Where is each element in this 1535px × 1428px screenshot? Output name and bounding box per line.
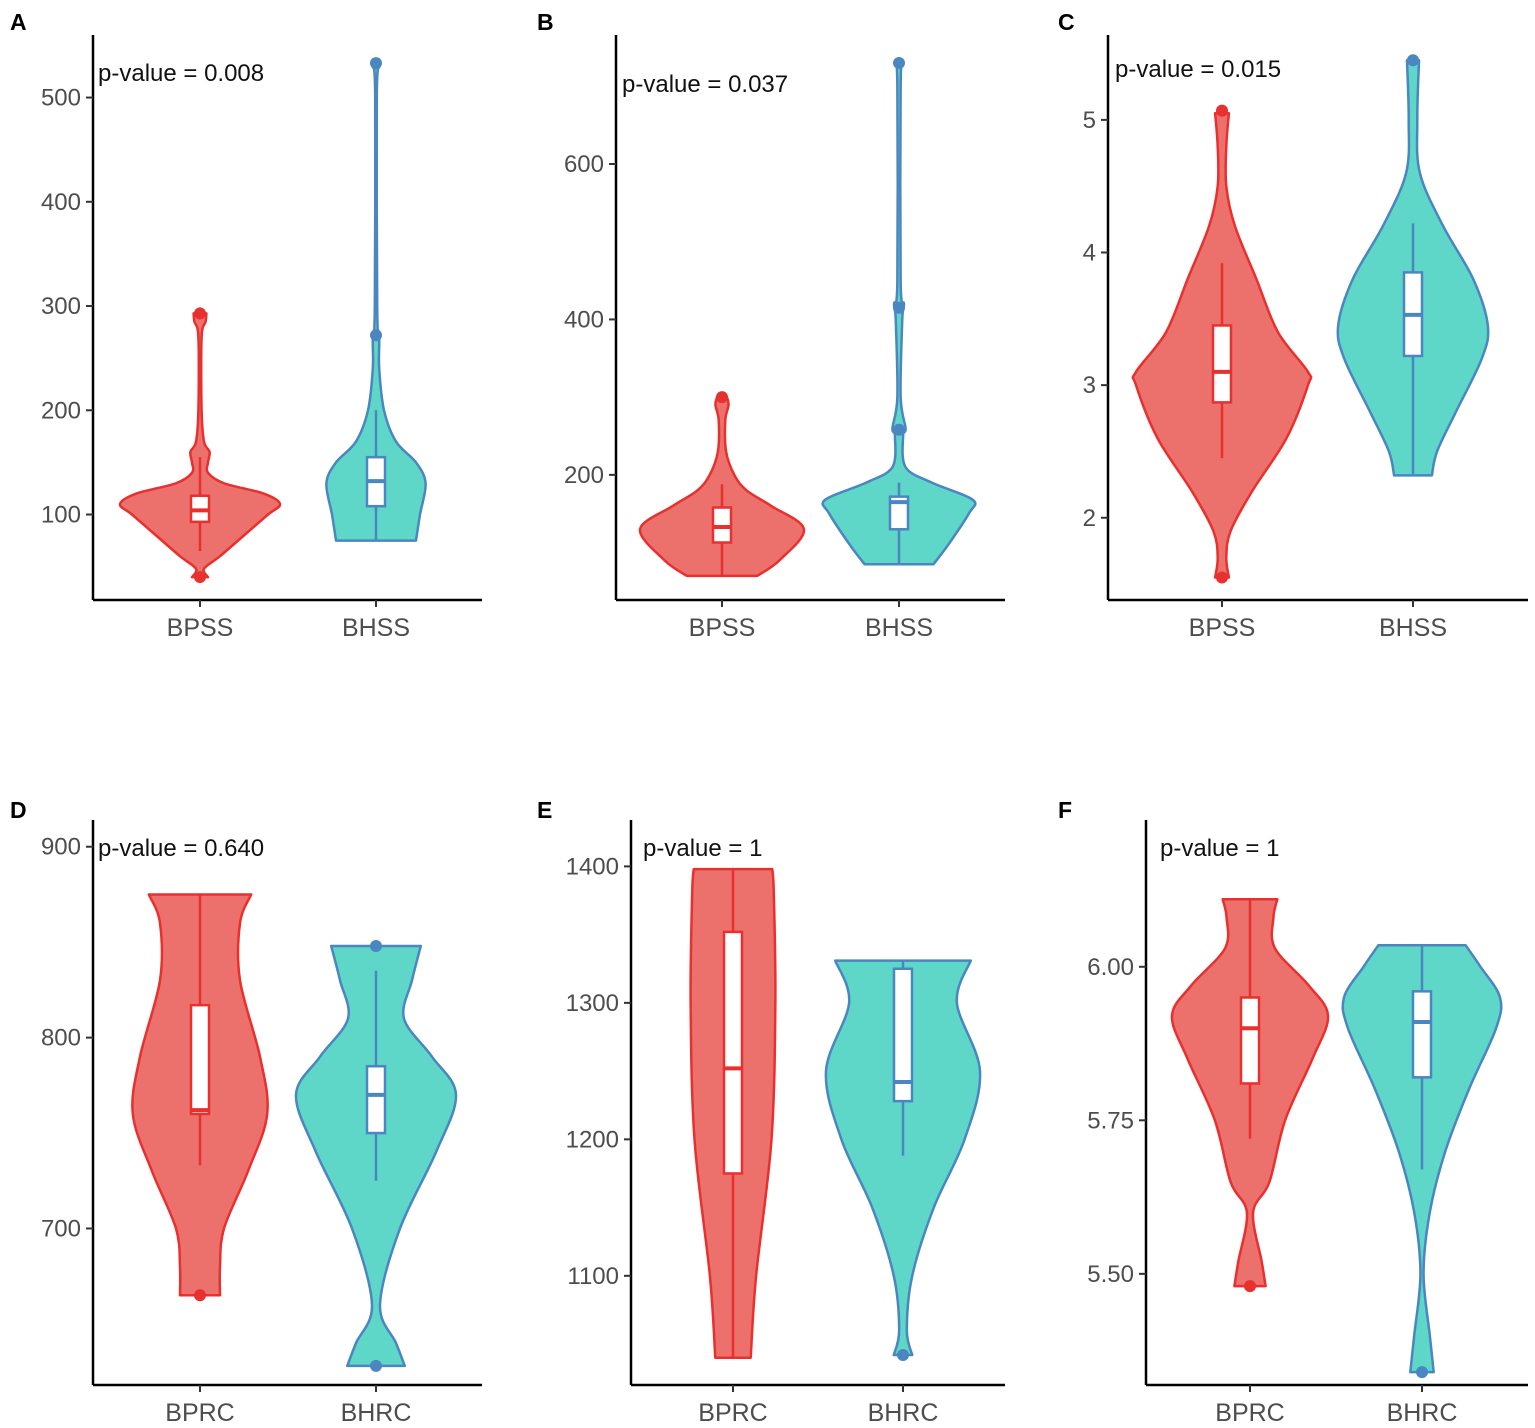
outlier-point <box>893 301 905 314</box>
outlier-point <box>370 1359 382 1372</box>
outlier-point <box>370 57 382 70</box>
panel-e: E 1100 1200 1300 1400 BPRC BHRC p-value = 1 <box>537 797 1005 1427</box>
outlier-point <box>897 1348 909 1361</box>
panel-label: D <box>10 797 27 823</box>
y-tick-label: 800 <box>41 1025 81 1052</box>
box-iqr <box>892 967 914 1103</box>
y-tick-label: 5.50 <box>1087 1261 1134 1288</box>
outlier-point <box>1244 1280 1256 1293</box>
box-iqr <box>365 1064 387 1135</box>
outlier-point <box>194 571 206 584</box>
p-value-annotation: p-value = 1 <box>1160 835 1279 862</box>
x-tick-label: BHRC <box>868 1399 939 1427</box>
p-value-annotation: p-value = 0.008 <box>98 60 264 87</box>
outlier-point <box>1407 54 1419 67</box>
y-tick-label: 5.75 <box>1087 1107 1134 1134</box>
y-tick-label: 500 <box>41 85 81 112</box>
y-tick-label: 3 <box>1083 372 1096 399</box>
x-tick-label: BPRC <box>1215 1399 1284 1427</box>
violin-bpss <box>118 312 282 579</box>
panel-label: E <box>537 797 552 823</box>
y-tick-label: 100 <box>41 502 81 529</box>
x-tick-label: BHSS <box>865 614 933 642</box>
outlier-point <box>194 1289 206 1302</box>
x-tick-label: BHRC <box>1387 1399 1458 1427</box>
panel-b: B 200 400 600 BPSS BHSS p-value = 0.037 <box>537 9 1005 642</box>
p-value-annotation: p-value = 0.640 <box>98 835 264 862</box>
outlier-point <box>893 56 905 69</box>
x-tick-label: BHRC <box>341 1399 412 1427</box>
panel-label: A <box>10 9 27 35</box>
y-tick-label: 600 <box>564 151 604 178</box>
outlier-point <box>893 423 905 436</box>
box-iqr <box>1211 324 1233 404</box>
outlier-point <box>370 939 382 952</box>
x-tick-label: BPRC <box>698 1399 767 1427</box>
y-tick-label: 200 <box>41 397 81 424</box>
panel-c: C 2 3 4 5 BPSS BHSS p-value = 0.015 <box>1058 9 1528 642</box>
box-iqr <box>1239 996 1261 1085</box>
outlier-point <box>716 391 728 404</box>
p-value-annotation: p-value = 1 <box>643 835 762 862</box>
y-tick-label: 400 <box>41 189 81 216</box>
y-tick-label: 1200 <box>566 1126 619 1153</box>
panel-label: F <box>1058 797 1072 823</box>
x-tick-label: BHSS <box>1379 614 1447 642</box>
outlier-point <box>1416 1366 1428 1379</box>
x-tick-label: BPSS <box>1189 614 1256 642</box>
panel-a: A 100 200 300 400 500 BPSS BHSS p-value = 0.008 <box>10 9 482 642</box>
p-value-annotation: p-value = 0.015 <box>1115 56 1281 83</box>
panel-label: B <box>537 9 554 35</box>
y-tick-label: 900 <box>41 834 81 861</box>
outlier-point <box>1216 571 1228 584</box>
box-iqr <box>1411 990 1433 1079</box>
y-tick-label: 6.00 <box>1087 954 1134 981</box>
box-iqr <box>722 930 744 1175</box>
x-tick-label: BPSS <box>167 614 234 642</box>
y-tick-label: 700 <box>41 1215 81 1242</box>
y-tick-label: 2 <box>1083 505 1096 532</box>
panel-f: F 5.50 5.75 6.00 BPRC BHRC p-value = 1 <box>1058 797 1528 1427</box>
x-tick-label: BPRC <box>165 1399 234 1427</box>
y-tick-label: 1300 <box>566 990 619 1017</box>
panel-label: C <box>1058 9 1075 35</box>
y-tick-label: 4 <box>1083 240 1096 267</box>
outlier-point <box>194 307 206 320</box>
y-tick-label: 1100 <box>567 1263 619 1290</box>
p-value-annotation: p-value = 0.037 <box>622 71 788 98</box>
x-tick-label: BPSS <box>689 614 756 642</box>
outlier-point <box>370 329 382 342</box>
y-tick-label: 200 <box>564 462 604 489</box>
box-iqr <box>189 1003 211 1116</box>
panel-d: D 700 800 900 BPRC BHRC p-value = 0.640 <box>10 797 482 1427</box>
y-tick-label: 5 <box>1083 107 1096 134</box>
x-tick-label: BHSS <box>342 614 410 642</box>
y-tick-label: 1400 <box>566 853 619 880</box>
violin-bhrc <box>824 959 982 1357</box>
y-tick-label: 300 <box>41 293 81 320</box>
outlier-point <box>1216 104 1228 117</box>
box-iqr <box>888 495 910 531</box>
y-tick-label: 400 <box>564 306 604 333</box>
